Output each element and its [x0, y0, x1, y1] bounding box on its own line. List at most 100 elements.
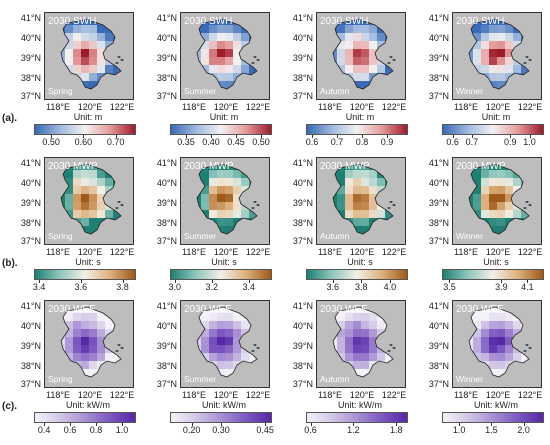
field-cell	[209, 178, 217, 186]
field-cell	[241, 164, 249, 170]
field-cell	[333, 210, 337, 218]
field-cell	[361, 321, 369, 329]
field-cell	[393, 226, 401, 234]
map-panel-summer: 2030 MWP Summer	[180, 157, 270, 245]
field-cell	[113, 170, 121, 178]
field-cell	[529, 17, 537, 25]
field-cell	[241, 186, 249, 194]
field-cell	[89, 369, 97, 377]
colorbar-tick-mark	[361, 280, 363, 283]
field-cell	[529, 345, 537, 353]
field-cell	[201, 202, 209, 210]
field-cell	[249, 210, 257, 218]
field-cell	[361, 170, 369, 178]
field-cell	[225, 202, 233, 210]
field-cell	[361, 19, 369, 25]
map-canvas	[60, 18, 129, 97]
field-cell	[529, 81, 537, 89]
field-cell	[209, 337, 217, 345]
field-cell	[257, 65, 265, 73]
field-cell	[201, 41, 209, 49]
field-cell	[521, 194, 529, 202]
field-cell	[361, 25, 369, 33]
field-cell	[113, 25, 121, 33]
field-cell	[337, 33, 345, 41]
island	[525, 344, 529, 346]
colorbar-tick-label: 0.4	[37, 425, 51, 435]
field-cell	[353, 19, 361, 25]
field-cell	[521, 369, 529, 377]
colorbar-tick-mark	[452, 135, 454, 138]
field-cell	[345, 33, 353, 41]
field-cell	[257, 377, 265, 385]
unit-label: Unit: s	[483, 257, 509, 267]
field-cell	[393, 178, 401, 186]
field-cell	[353, 73, 361, 81]
field-cell	[385, 313, 393, 321]
field-cell	[113, 19, 121, 25]
field-cell	[521, 49, 529, 57]
field-cell	[513, 65, 521, 73]
colorbar	[170, 269, 272, 280]
field-cell	[353, 202, 361, 210]
field-cell	[105, 329, 113, 337]
latitude-tick-label: 41°N	[428, 301, 449, 311]
field-cell	[385, 65, 393, 73]
field-cell	[345, 65, 353, 73]
colorbar-tick-label: 0.9	[504, 137, 517, 147]
colorbar-tick-label: 1.0	[115, 425, 129, 435]
unit-label: Unit: m	[481, 112, 511, 122]
latitude-tick-label: 41°N	[20, 301, 41, 311]
panel-title: 2030 MWP	[320, 161, 370, 172]
field-cell	[489, 57, 497, 65]
field-cell	[89, 33, 97, 41]
island	[528, 204, 532, 206]
field-cell	[393, 369, 401, 377]
field-cell	[513, 81, 521, 89]
field-cell	[113, 41, 121, 49]
field-cell	[489, 65, 497, 73]
latitude-tick-label: 37°N	[428, 379, 449, 389]
colorbar-tick-label: 3.6	[326, 282, 339, 292]
field-cell	[473, 210, 481, 218]
field-cell	[61, 65, 65, 73]
field-cell	[529, 313, 537, 321]
unit-label: Unit: m	[73, 112, 103, 122]
field-cell	[105, 89, 113, 97]
field-cell	[121, 345, 129, 353]
colorbar-tick-label: 3.4	[242, 282, 256, 292]
season-label: Spring	[48, 231, 73, 241]
island	[117, 201, 121, 203]
field-cell	[369, 321, 377, 329]
field-cell	[97, 49, 105, 57]
colorbar	[442, 124, 544, 135]
field-cell	[61, 186, 65, 194]
field-cell	[73, 49, 81, 57]
colorbar-tick-mark	[96, 423, 98, 426]
field-cell	[489, 329, 497, 337]
field-cell	[345, 170, 353, 178]
longitude-tick-label: 122°E	[381, 102, 407, 112]
field-cell	[121, 361, 129, 369]
field-cell	[81, 345, 89, 353]
field-cell	[73, 202, 81, 210]
field-cell	[345, 194, 353, 202]
field-cell	[233, 178, 241, 186]
field-cell	[353, 337, 361, 345]
island	[525, 201, 529, 203]
latitude-tick-label: 37°N	[20, 379, 41, 389]
season-label: Winner	[456, 86, 483, 96]
field-cell	[197, 186, 201, 194]
field-cell	[369, 186, 377, 194]
field-cell	[345, 313, 353, 321]
field-cell	[513, 41, 521, 49]
field-cell	[257, 210, 265, 218]
longitude-tick-label: 118°E	[182, 102, 206, 112]
field-cell	[121, 65, 129, 73]
field-cell	[65, 345, 73, 353]
field-cell	[97, 329, 105, 337]
colorbar	[34, 412, 136, 423]
island	[117, 344, 121, 346]
panel-title: 2030 SWH	[184, 16, 233, 27]
map-canvas	[332, 306, 401, 378]
